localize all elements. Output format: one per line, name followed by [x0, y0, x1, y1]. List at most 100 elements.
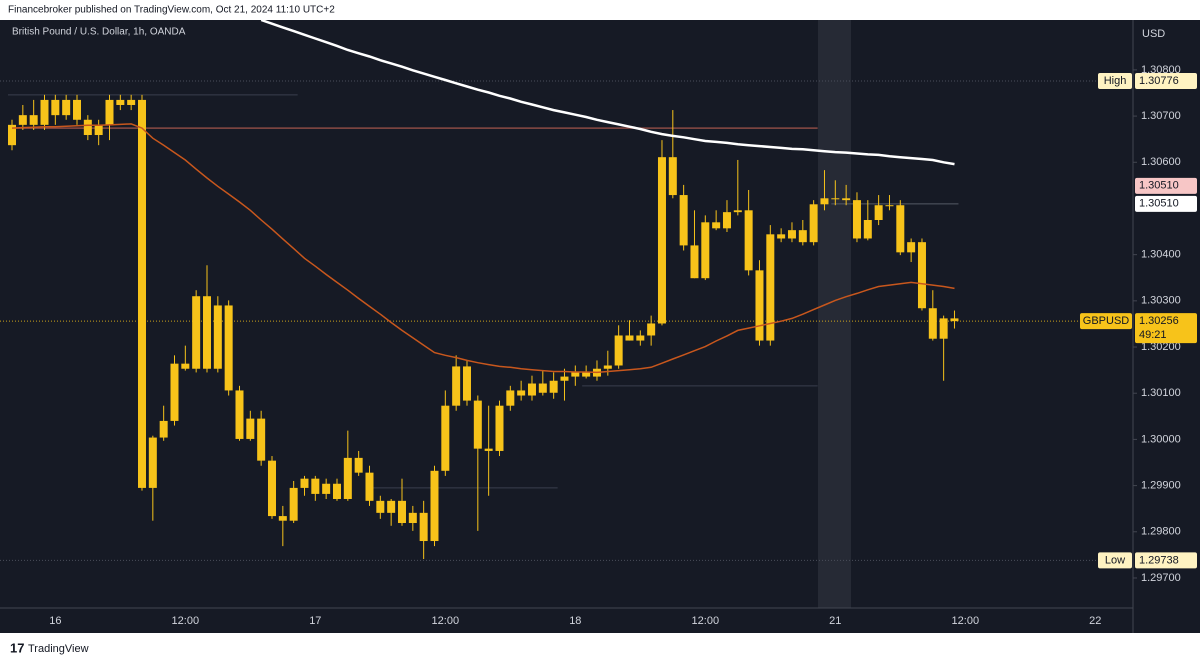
- candle-body: [462, 366, 471, 401]
- y-tick-label: 1.30300: [1141, 295, 1181, 307]
- x-tick-label: 12:00: [172, 615, 200, 627]
- candle-body: [137, 99, 146, 488]
- candle-body: [907, 242, 916, 253]
- candle-body: [874, 205, 883, 221]
- candle-body: [257, 418, 266, 461]
- header-text: Financebroker published on TradingView.c…: [8, 5, 335, 16]
- level-label: 1.30510: [1139, 180, 1179, 192]
- candle-body: [62, 99, 71, 116]
- level-box: [1135, 177, 1197, 194]
- candle-body: [527, 383, 536, 396]
- marker-value-box: [1135, 552, 1197, 569]
- candle-body: [733, 210, 742, 213]
- candle-body: [657, 157, 666, 324]
- candle-body: [29, 115, 38, 125]
- candle-body: [712, 222, 721, 229]
- session-highlight: [818, 20, 851, 608]
- marker-tag: [1098, 72, 1132, 89]
- candle-body: [430, 470, 439, 542]
- x-tick-label: 18: [569, 615, 581, 627]
- candle-body: [192, 296, 201, 369]
- candle-body: [787, 230, 796, 239]
- candle-body: [354, 457, 363, 473]
- y-tick-label: 1.29700: [1141, 572, 1181, 584]
- x-tick-label: 16: [49, 615, 61, 627]
- candle-body: [939, 318, 948, 339]
- candle-body: [495, 405, 504, 451]
- candle-body: [917, 242, 926, 309]
- candle-body: [744, 210, 753, 271]
- candle-body: [116, 99, 125, 105]
- candle-body: [408, 512, 417, 524]
- footer-logo-mark: 17: [10, 640, 24, 655]
- candle-body: [668, 157, 677, 196]
- plot-area: [0, 20, 1133, 561]
- symbol-box: [1080, 313, 1132, 330]
- x-tick-label: 21: [829, 615, 841, 627]
- x-tick-label: 12:00: [952, 615, 980, 627]
- candle-body: [852, 200, 861, 239]
- candle-body: [224, 305, 233, 391]
- marker-tag: [1098, 552, 1132, 569]
- marker-label: High: [1104, 75, 1127, 87]
- candle-body: [701, 222, 710, 279]
- candle-body: [343, 457, 352, 499]
- candle-body: [647, 323, 656, 336]
- candle-body: [127, 99, 136, 105]
- last-price-value: 1.30256: [1139, 315, 1179, 327]
- candle-body: [863, 220, 872, 239]
- candle-body: [278, 516, 287, 521]
- candle-body: [213, 305, 222, 369]
- candle-body: [722, 212, 731, 229]
- candle-body: [419, 512, 428, 542]
- candle-body: [614, 335, 623, 366]
- candle-body: [94, 124, 103, 136]
- candle-body: [289, 487, 298, 521]
- candle-body: [40, 99, 49, 125]
- candle-body: [755, 270, 764, 341]
- candle-body: [679, 195, 688, 246]
- candle-body: [777, 234, 786, 239]
- chart-background: [0, 20, 1200, 633]
- candle-body: [636, 335, 645, 341]
- chart-title: British Pound / U.S. Dollar, 1h, OANDA: [12, 27, 186, 38]
- candle-body: [311, 478, 320, 494]
- y-tick-label: 1.30600: [1141, 156, 1181, 168]
- last-price-box: [1135, 313, 1197, 344]
- candle-body: [235, 390, 244, 439]
- marker-label: Low: [1105, 554, 1125, 566]
- candle-body: [202, 296, 211, 369]
- candle-body: [831, 198, 840, 200]
- marker-value-box: [1135, 72, 1197, 89]
- y-tick-label: 1.30800: [1141, 64, 1181, 76]
- candle-body: [441, 405, 450, 471]
- x-tick-label: 12:00: [432, 615, 460, 627]
- candle-body: [506, 390, 515, 406]
- footer-text: TradingView: [28, 643, 89, 655]
- y-tick-label: 1.30400: [1141, 249, 1181, 261]
- candle-body: [896, 205, 905, 253]
- y-tick-label: 1.30000: [1141, 433, 1181, 445]
- candle-body: [365, 472, 374, 501]
- candle-body: [798, 230, 807, 243]
- candle-body: [842, 198, 851, 201]
- candle-body: [690, 245, 699, 279]
- candle-body: [159, 420, 168, 438]
- candle-body: [72, 99, 81, 120]
- candle-body: [51, 99, 60, 116]
- moving-average: [260, 20, 955, 166]
- candle-body: [387, 500, 396, 513]
- candle-body: [181, 363, 190, 369]
- x-tick-label: 17: [309, 615, 321, 627]
- candle-body: [300, 478, 309, 488]
- candle-body: [582, 372, 591, 377]
- y-tick-label: 1.30200: [1141, 341, 1181, 353]
- symbol-label: GBPUSD: [1083, 315, 1130, 327]
- candle-body: [571, 372, 580, 377]
- countdown: 49:21: [1139, 329, 1167, 341]
- candle-body: [322, 483, 331, 494]
- x-tick-label: 12:00: [692, 615, 720, 627]
- candle-body: [376, 500, 385, 513]
- candle-body: [332, 483, 341, 499]
